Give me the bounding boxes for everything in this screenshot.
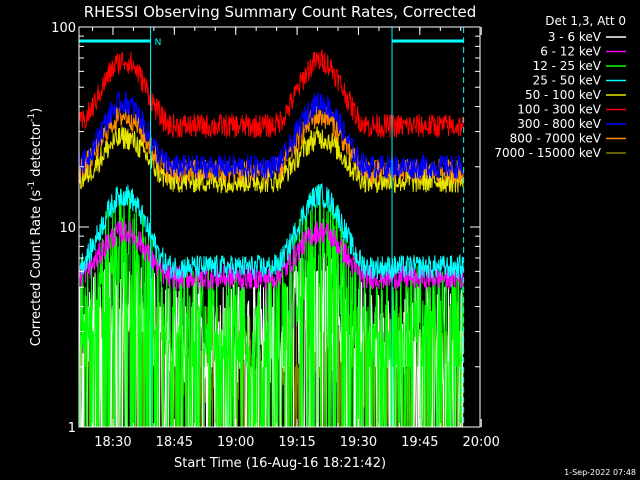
y-tick-label: 1 [68, 421, 76, 436]
legend-label: 25 - 50 keV [533, 74, 602, 88]
y-tick-label: 10 [59, 221, 76, 236]
legend-label: 6 - 12 keV [540, 45, 602, 59]
x-tick-label: 19:30 [340, 435, 377, 450]
legend-label: 3 - 6 keV [548, 30, 602, 44]
legend-label: 300 - 800 keV [517, 117, 601, 131]
x-tick-label: 18:30 [94, 435, 131, 450]
legend-label: 7000 - 15000 keV [494, 146, 601, 160]
series-line-6-12-kev [79, 219, 464, 291]
legend-label: 12 - 25 keV [533, 59, 602, 73]
x-tick-label: 19:00 [217, 435, 254, 450]
legend-label: 800 - 7000 keV [510, 132, 602, 146]
x-tick-label: 19:15 [278, 435, 315, 450]
y-tick-label: 100 [51, 21, 76, 36]
x-ticks: 18:30 18:45 19:00 19:15 19:30 19:45 20:00 [92, 27, 500, 450]
x-axis-label: Start Time (16-Aug-16 18:21:42) [174, 456, 386, 471]
series-line-25-50-kev [79, 183, 464, 280]
series-line-50-100-kev [79, 126, 464, 194]
legend-label: 100 - 300 keV [517, 103, 601, 117]
x-tick-label: 19:45 [401, 435, 438, 450]
attenuator-flag: N [155, 38, 162, 48]
footer-timestamp: 1-Sep-2022 07:48 [564, 468, 636, 477]
x-tick-label: 18:45 [156, 435, 193, 450]
legend-header: Det 1,3, Att 0 [545, 14, 626, 28]
y-ticks: 1 10 100 [51, 21, 480, 436]
attenuator-layer: N [79, 27, 465, 427]
series-line-300-800-kev [79, 90, 464, 180]
x-tick-label: 20:00 [462, 435, 499, 450]
series-line-12-25-kev [79, 186, 464, 428]
y-axis-label: Corrected Count Rate (s-1 detector-1) [27, 108, 44, 346]
legend-label: 50 - 100 keV [525, 88, 602, 102]
chart-title: RHESSI Observing Summary Count Rates, Co… [84, 3, 477, 21]
series-line-100-300-kev [79, 49, 464, 139]
